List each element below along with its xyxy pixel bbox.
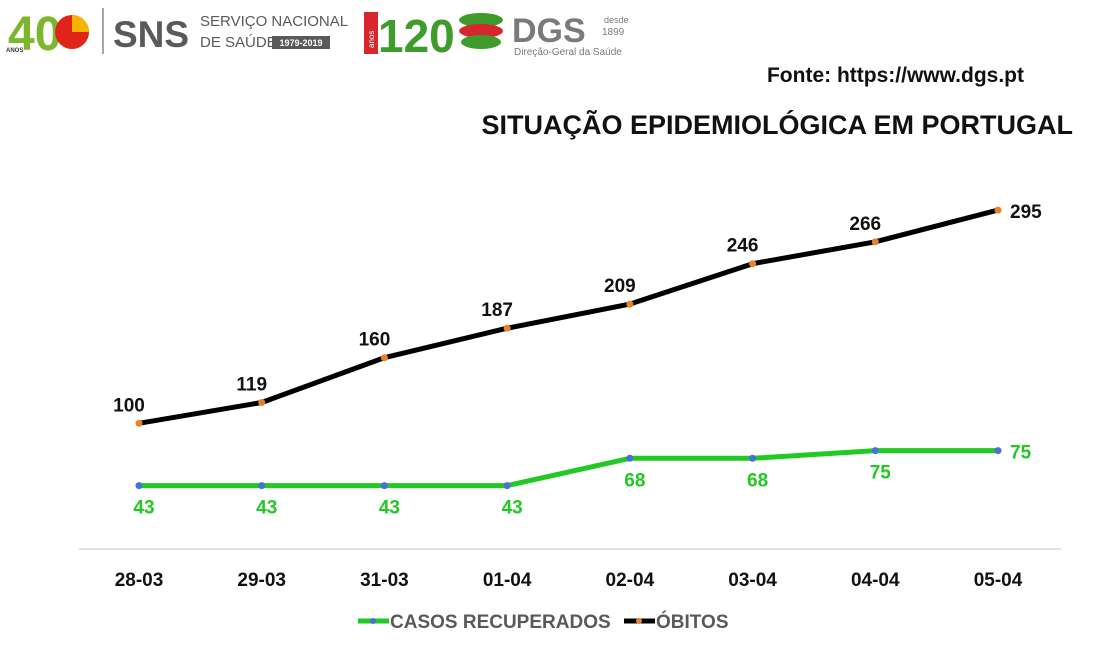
logo-dgs: DGS desde 1899 Direção-Geral da Saúde	[459, 12, 629, 58]
data-point-recovered	[626, 454, 634, 462]
legend: CASOS RECUPERADOS ÓBITOS	[358, 611, 729, 633]
logo-dgs-name: DGS	[512, 12, 586, 50]
legend-item-recovered[interactable]: CASOS RECUPERADOS	[358, 612, 611, 633]
data-label-deaths: 187	[481, 300, 513, 321]
logo-dgs-subtitle: Direção-Geral da Saúde	[514, 47, 622, 58]
logo-sns-line2: DE SAÚDE	[200, 34, 277, 51]
data-point-deaths	[135, 419, 143, 427]
data-point-deaths	[503, 324, 511, 332]
data-label-recovered: 43	[502, 498, 523, 519]
legend-label-recovered: CASOS RECUPERADOS	[390, 612, 611, 633]
data-point-recovered	[749, 454, 757, 462]
logo-sns-years: 1979-2019	[279, 38, 322, 48]
source-text: Fonte: https://www.dgs.pt	[767, 64, 1024, 87]
x-tick-label: 28-03	[115, 570, 164, 591]
logo-sns-line1: SERVIÇO NACIONAL	[200, 13, 348, 30]
x-tick-label: 04-04	[851, 570, 900, 591]
legend-label-deaths: ÓBITOS	[656, 611, 729, 633]
data-point-deaths	[749, 260, 757, 268]
x-tick-label: 01-04	[483, 570, 532, 591]
data-point-recovered	[994, 447, 1002, 455]
x-tick-label: 29-03	[237, 570, 286, 591]
logo-120-anos: 120 anos	[364, 10, 455, 62]
data-label-deaths: 100	[113, 395, 145, 416]
data-label-recovered: 68	[624, 470, 645, 491]
data-point-deaths	[258, 399, 266, 407]
data-label-recovered: 68	[747, 470, 768, 491]
data-label-recovered: 43	[256, 498, 277, 519]
plot-area: 43 43 43 43 68 68 75 75 100 119 160 187 209 246 266 295	[113, 202, 1042, 518]
logo-40-sub: ANOS	[6, 48, 23, 54]
data-point-recovered	[135, 482, 143, 490]
logo-40-anos: 40 ANOS	[6, 8, 89, 61]
data-label-deaths: 266	[849, 214, 881, 235]
data-label-recovered: 75	[870, 463, 892, 484]
data-label-deaths: 246	[727, 236, 759, 257]
data-label-recovered: 43	[133, 498, 154, 519]
x-tick-label: 05-04	[974, 570, 1023, 591]
logo-120-sub: anos	[367, 31, 376, 48]
data-label-deaths: 160	[359, 330, 391, 351]
legend-item-deaths[interactable]: ÓBITOS	[624, 611, 729, 633]
data-point-recovered	[380, 482, 388, 490]
series-line-deaths	[136, 207, 1001, 426]
data-point-deaths	[626, 300, 634, 308]
data-point-deaths	[994, 206, 1002, 214]
logo-40-number: 40	[8, 8, 61, 61]
data-label-deaths: 295	[1010, 202, 1042, 223]
logo-sns: SNS SERVIÇO NACIONAL DE SAÚDE 1979-2019	[113, 13, 348, 55]
data-point-recovered	[871, 447, 879, 455]
data-point-deaths	[380, 354, 388, 362]
series-line-recovered	[136, 448, 1001, 489]
chart-title: SITUAÇÃO EPIDEMIOLÓGICA EM PORTUGAL	[481, 109, 1073, 140]
logo-sns-name: SNS	[113, 14, 189, 55]
data-label-deaths: 119	[236, 375, 267, 396]
data-point-deaths	[871, 238, 879, 246]
data-point-recovered	[258, 482, 266, 490]
data-point-recovered	[503, 482, 511, 490]
x-tick-labels: 28-03 29-03 31-03 01-04 02-04 03-04 04-04 05-04	[115, 570, 1023, 591]
data-label-deaths: 209	[604, 276, 636, 297]
x-tick-label: 02-04	[606, 570, 655, 591]
logo-dgs-since1: desde	[604, 15, 629, 25]
logo-120-number: 120	[378, 10, 455, 62]
x-tick-label: 31-03	[360, 570, 409, 591]
x-tick-label: 03-04	[728, 570, 777, 591]
data-label-recovered: 75	[1010, 443, 1032, 464]
logo-dgs-since2: 1899	[602, 27, 625, 38]
data-label-recovered: 43	[379, 498, 400, 519]
